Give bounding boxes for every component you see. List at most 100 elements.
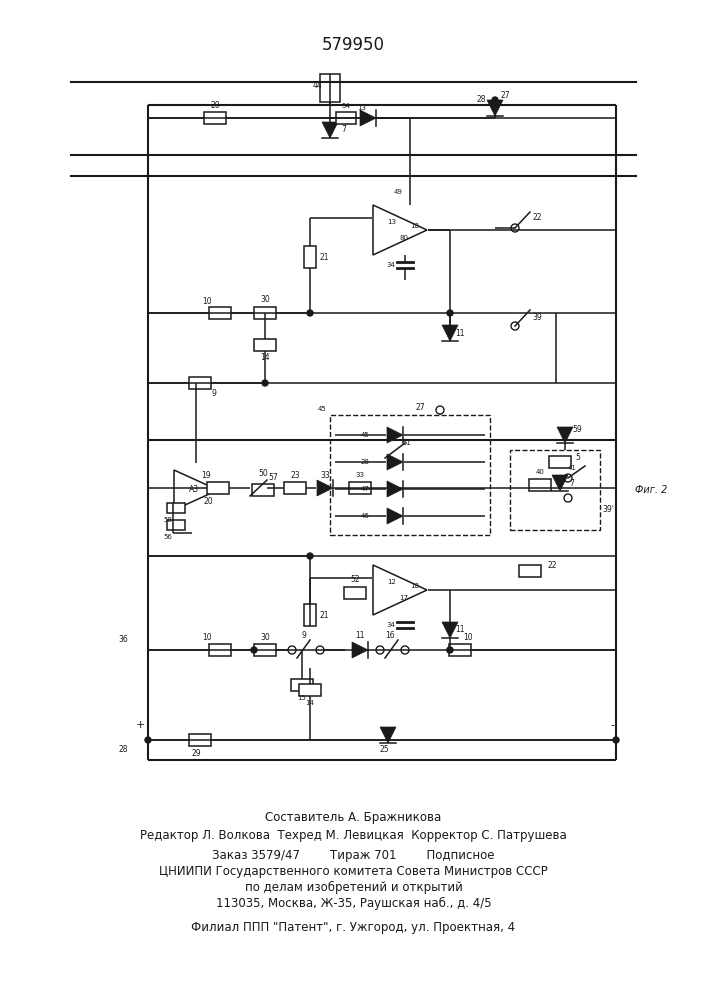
Bar <box>189 377 211 389</box>
Text: 18: 18 <box>411 583 419 589</box>
Text: 20: 20 <box>210 101 220 109</box>
Text: 45: 45 <box>361 432 369 438</box>
Circle shape <box>251 647 257 653</box>
Bar <box>349 482 371 494</box>
Circle shape <box>447 647 453 653</box>
Text: 10: 10 <box>202 634 212 643</box>
Polygon shape <box>373 565 427 615</box>
Polygon shape <box>387 481 403 497</box>
Polygon shape <box>487 100 503 116</box>
Bar <box>519 565 541 577</box>
Polygon shape <box>174 470 218 510</box>
Text: 41: 41 <box>568 465 576 471</box>
Text: Филиал ППП "Патент", г. Ужгород, ул. Проектная, 4: Филиал ППП "Патент", г. Ужгород, ул. Про… <box>192 922 515 934</box>
Text: 11: 11 <box>455 626 464 635</box>
Text: 20: 20 <box>203 497 213 506</box>
Circle shape <box>447 310 453 316</box>
Text: 30: 30 <box>260 296 270 304</box>
Text: 56: 56 <box>163 534 173 540</box>
Polygon shape <box>317 480 333 496</box>
Text: 34: 34 <box>387 622 395 628</box>
Text: 30: 30 <box>260 633 270 642</box>
Text: 27: 27 <box>415 402 425 412</box>
Text: 39': 39' <box>602 506 614 514</box>
Text: 7: 7 <box>570 479 574 488</box>
Circle shape <box>307 553 313 559</box>
Text: 80: 80 <box>399 235 409 241</box>
Text: 29: 29 <box>191 750 201 758</box>
Text: Редактор Л. Волкова  Техред М. Левицкая  Корректор С. Патрушева: Редактор Л. Волкова Техред М. Левицкая К… <box>140 828 567 842</box>
Text: 17: 17 <box>399 595 409 601</box>
Text: 18: 18 <box>411 223 419 229</box>
Text: 33: 33 <box>356 472 365 478</box>
Text: 59: 59 <box>572 426 582 434</box>
Text: 27: 27 <box>500 92 510 101</box>
Circle shape <box>447 647 453 653</box>
Text: 28: 28 <box>361 459 370 465</box>
Polygon shape <box>352 642 368 658</box>
Text: ЦНИИПИ Государственного комитета Совета Министров СССР: ЦНИИПИ Государственного комитета Совета … <box>159 865 548 879</box>
Bar <box>510 450 600 530</box>
Text: Фиг. 2: Фиг. 2 <box>635 485 667 495</box>
Text: 51: 51 <box>402 440 411 446</box>
Text: 5: 5 <box>575 452 580 462</box>
Bar <box>529 479 551 491</box>
Bar <box>252 484 274 496</box>
Bar <box>304 246 316 268</box>
Text: 7: 7 <box>341 125 346 134</box>
Circle shape <box>492 97 498 103</box>
Bar <box>549 456 571 468</box>
Bar <box>284 482 306 494</box>
Bar <box>209 644 231 656</box>
Text: 13: 13 <box>387 219 397 225</box>
Bar <box>320 74 340 102</box>
Polygon shape <box>322 122 338 138</box>
Circle shape <box>262 380 268 386</box>
Circle shape <box>613 737 619 743</box>
Bar <box>209 307 231 319</box>
Bar <box>330 415 490 535</box>
Polygon shape <box>373 205 427 255</box>
Text: 12: 12 <box>387 579 397 585</box>
Text: 9: 9 <box>211 388 216 397</box>
Text: 19: 19 <box>201 472 211 481</box>
Polygon shape <box>380 727 396 743</box>
Text: 15: 15 <box>298 695 306 701</box>
Text: 21: 21 <box>320 252 329 261</box>
Bar <box>254 339 276 351</box>
Text: 46: 46 <box>361 513 370 519</box>
Bar <box>167 520 185 530</box>
Bar <box>254 644 276 656</box>
Text: 579950: 579950 <box>322 36 385 54</box>
Text: 28: 28 <box>119 746 128 754</box>
Text: 16: 16 <box>385 632 395 641</box>
Text: A3: A3 <box>189 486 199 494</box>
Text: 44: 44 <box>313 82 323 91</box>
Bar <box>167 503 185 513</box>
Bar <box>449 644 471 656</box>
Text: 40: 40 <box>536 469 544 475</box>
Text: 52: 52 <box>350 576 360 584</box>
Text: 13: 13 <box>358 105 366 111</box>
Bar <box>304 604 316 626</box>
Bar <box>207 482 229 494</box>
Polygon shape <box>387 427 403 443</box>
Text: 28: 28 <box>477 96 486 104</box>
Text: 47: 47 <box>361 486 370 492</box>
Text: 11: 11 <box>355 632 365 641</box>
Text: +: + <box>135 720 145 730</box>
Polygon shape <box>557 427 573 443</box>
Bar <box>299 684 321 696</box>
Text: 39: 39 <box>532 314 542 322</box>
Text: 10: 10 <box>463 633 473 642</box>
Text: 50: 50 <box>258 470 268 479</box>
Text: 21: 21 <box>320 610 329 619</box>
Text: 33: 33 <box>320 471 330 480</box>
Text: 22: 22 <box>547 562 556 570</box>
Text: 11: 11 <box>455 328 464 338</box>
Polygon shape <box>387 454 403 470</box>
Bar <box>291 679 313 691</box>
Text: 49: 49 <box>394 189 402 195</box>
Bar <box>336 112 356 124</box>
Text: 23: 23 <box>290 471 300 480</box>
